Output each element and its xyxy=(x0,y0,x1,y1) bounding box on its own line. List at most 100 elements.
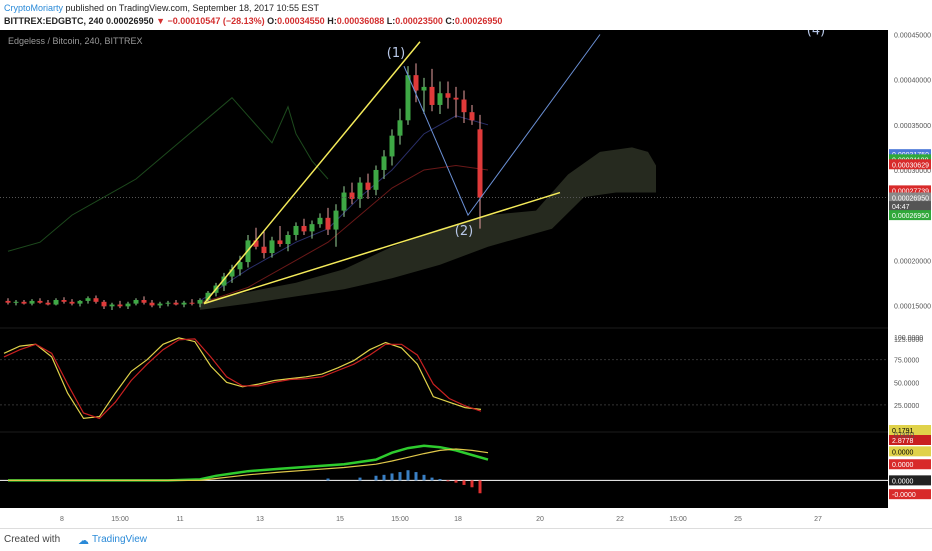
tradingview-link[interactable]: TradingView xyxy=(92,534,148,545)
candle xyxy=(437,81,443,114)
candle-body xyxy=(125,303,131,307)
macd-histogram-bar xyxy=(374,475,378,481)
candle-body xyxy=(93,298,99,302)
low-value: 0.00023500 xyxy=(395,16,443,26)
candle-body xyxy=(221,276,227,286)
candle xyxy=(325,207,331,235)
price-tag-label: 0.00027739 xyxy=(892,188,929,195)
y-tick-label: 0.00040000 xyxy=(894,78,931,85)
signal-line xyxy=(8,448,489,481)
price-tag-label: -0.0000 xyxy=(892,492,916,499)
price-tag xyxy=(889,475,931,486)
candle xyxy=(165,300,171,307)
price-tag-label: 0.00026950 xyxy=(892,213,929,220)
candle xyxy=(317,213,323,228)
candle-body xyxy=(181,302,187,305)
y-tick-label: 0.00030000 xyxy=(894,168,931,175)
x-tick-label: 18 xyxy=(454,516,462,523)
x-tick-label: 20 xyxy=(536,516,544,523)
candle xyxy=(157,301,163,309)
candle-body xyxy=(205,292,211,301)
candle xyxy=(445,81,451,109)
candle xyxy=(421,77,427,114)
open-value: 0.00034550 xyxy=(277,16,325,26)
price-tag xyxy=(889,192,931,203)
candle xyxy=(205,290,211,303)
y-tick-label: 0.00015000 xyxy=(894,303,931,310)
candle xyxy=(37,298,43,304)
x-tick-label: 27 xyxy=(814,516,822,523)
macd-histogram-bar xyxy=(454,480,458,483)
candle xyxy=(69,299,75,306)
candle xyxy=(21,300,27,305)
candle-body xyxy=(149,302,155,306)
candle xyxy=(45,300,51,306)
trendline xyxy=(203,41,421,305)
candle-body xyxy=(317,217,323,225)
candle-body xyxy=(461,99,467,113)
candle-body xyxy=(157,303,163,306)
y-tick-label: 0.00045000 xyxy=(894,33,931,40)
price-tag xyxy=(889,435,931,445)
candle xyxy=(293,222,299,241)
ichimoku-cloud xyxy=(200,147,656,310)
candle-body xyxy=(189,302,195,304)
price-tag-label: 0.0000 xyxy=(892,449,914,456)
candle-body xyxy=(397,120,403,136)
macd-histogram-bar xyxy=(470,480,474,488)
candle-body xyxy=(109,304,115,307)
candle-body xyxy=(469,112,475,121)
chart-area[interactable]: (1) (2) (4) Edgeless / Bitcoin, 240, BITTRE… xyxy=(0,30,932,528)
candle xyxy=(477,114,483,229)
candle-body xyxy=(229,269,235,277)
candle xyxy=(349,182,355,205)
chart-title: Edgeless / Bitcoin, 240, BITTREX xyxy=(8,36,143,46)
candle xyxy=(181,300,187,308)
candle xyxy=(333,204,339,247)
candle-body xyxy=(29,300,35,304)
close-label: C: xyxy=(445,16,455,26)
candle xyxy=(357,177,363,208)
candle-body xyxy=(5,300,11,303)
candle xyxy=(453,86,459,118)
price-tag xyxy=(889,185,931,196)
price-tag xyxy=(889,446,931,457)
time-axis-background xyxy=(0,508,932,528)
price-tag xyxy=(889,425,931,435)
candle xyxy=(5,298,11,305)
candle xyxy=(277,225,283,247)
x-tick-label: 8 xyxy=(60,516,64,523)
y-tick-label: 0.00020000 xyxy=(894,258,931,265)
candle xyxy=(173,300,179,306)
candle-body xyxy=(437,93,443,105)
cloud-icon: ☁ xyxy=(78,535,89,547)
y-tick-label: 0.00035000 xyxy=(894,123,931,130)
high-label: H: xyxy=(327,16,337,26)
candle xyxy=(389,129,395,166)
candle-body xyxy=(325,217,331,230)
price-tag xyxy=(889,149,931,160)
candle-body xyxy=(101,301,107,307)
symbol-label: BITTREX:EDGBTC, 240 xyxy=(4,16,104,26)
x-tick-label: 15:00 xyxy=(111,516,129,523)
candle xyxy=(109,302,115,310)
candle xyxy=(413,63,419,103)
change-value: ▼ −0.00010547 (−28.13%) xyxy=(156,16,265,26)
candle xyxy=(373,165,379,196)
stoch-line xyxy=(3,337,482,420)
candle xyxy=(93,295,99,304)
macd-histogram-bar xyxy=(446,480,450,482)
header: CryptoMoriarty published on TradingView.… xyxy=(0,0,932,30)
candle xyxy=(221,272,227,291)
candle xyxy=(77,300,83,307)
candle-body xyxy=(197,300,203,304)
base-line xyxy=(199,164,489,305)
author-link[interactable]: CryptoMoriarty xyxy=(4,3,64,13)
candle xyxy=(365,173,371,199)
candle-body xyxy=(165,302,171,304)
candle xyxy=(117,300,123,309)
stoch-line xyxy=(3,338,482,420)
price-tag-label: 0.0000 xyxy=(892,462,914,469)
candle-body xyxy=(365,182,371,190)
macd-histogram-bar xyxy=(422,474,426,481)
